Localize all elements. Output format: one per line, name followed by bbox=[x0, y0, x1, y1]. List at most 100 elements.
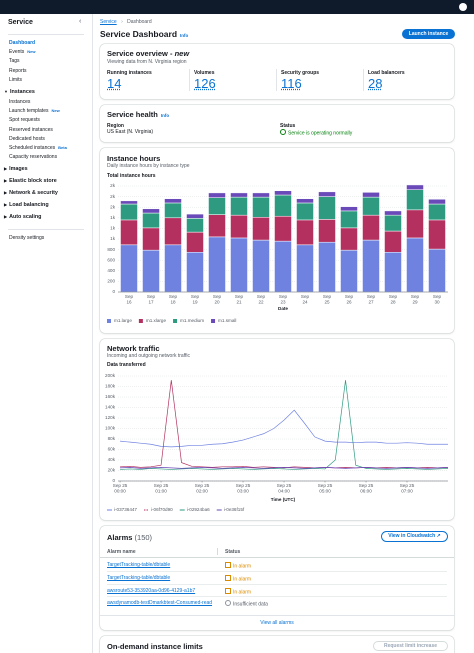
bar-segment bbox=[362, 192, 380, 198]
density-settings[interactable]: Density settings bbox=[9, 235, 45, 242]
nav-badge: New bbox=[51, 108, 60, 114]
nav-label: Capacity reservations bbox=[9, 154, 58, 161]
nav-link[interactable]: Launch templates New bbox=[9, 108, 60, 114]
info-link[interactable]: Info bbox=[180, 33, 189, 38]
nav-label: Reserved instances bbox=[9, 126, 53, 133]
nav-link[interactable]: Events New bbox=[9, 49, 36, 55]
user-icon[interactable] bbox=[459, 3, 467, 11]
title-text: Service overview - bbox=[107, 49, 173, 58]
info-link[interactable]: Info bbox=[160, 113, 170, 118]
bar-segment bbox=[230, 214, 248, 239]
status-icon bbox=[225, 574, 231, 581]
alarm-name[interactable]: awsdynamodb-testDmarkbtest-Consumed-read bbox=[107, 600, 213, 607]
nav-label: Instances bbox=[9, 99, 31, 105]
y-tick-label: 200 bbox=[107, 279, 115, 284]
bar-segment bbox=[208, 214, 226, 238]
bar-segment bbox=[120, 203, 138, 221]
y-tick-label: 2k bbox=[110, 194, 116, 199]
x-tick-label: Sep 25 00:00 bbox=[113, 483, 128, 494]
alarm-name[interactable]: awsroute53-353920aa-0d96-4129-a1b7 bbox=[107, 587, 196, 594]
nav-section[interactable]: ▶ Images bbox=[4, 166, 28, 172]
alarms-panel: Alarms (150) View in Cloudwatch ↗ Alarm … bbox=[100, 526, 454, 630]
alarm-count: (150) bbox=[134, 533, 153, 542]
nav-link[interactable]: Reserved instances bbox=[9, 127, 53, 133]
alarm-status: Insufficient data bbox=[225, 600, 268, 608]
nav-link[interactable]: Spot requests bbox=[9, 117, 40, 123]
stat-label: Load balancers bbox=[368, 70, 405, 76]
nav-label: Launch templates bbox=[9, 108, 49, 115]
stat-value[interactable]: 14 bbox=[107, 76, 122, 91]
nav-section[interactable]: ▶ Network & security bbox=[4, 190, 58, 196]
nav-link[interactable]: Reports bbox=[9, 68, 27, 74]
launch-button[interactable]: Launch instance bbox=[402, 29, 455, 39]
x-tick-label: Sep 18 bbox=[169, 294, 178, 305]
bar-segment bbox=[384, 214, 402, 232]
nav-link[interactable]: Dashboard bbox=[9, 40, 35, 46]
legend-label: m1.small bbox=[218, 318, 236, 323]
alarm-name[interactable]: TargetTracking-table/dbtable bbox=[107, 562, 171, 568]
close-sidebar[interactable]: ‹ bbox=[79, 18, 82, 25]
legend-swatch bbox=[138, 319, 143, 323]
y-tick-label: 400 bbox=[107, 268, 115, 273]
bar-segment bbox=[428, 219, 446, 250]
title-text: Service Dashboard bbox=[100, 29, 178, 39]
bar-segment bbox=[230, 237, 248, 293]
nav-section[interactable]: ▶ Load balancing bbox=[4, 202, 49, 208]
divider bbox=[8, 229, 84, 231]
limits-panel: On-demand instance limits Request limit … bbox=[100, 636, 454, 653]
nav-link[interactable]: Scheduled instances Beta bbox=[9, 145, 67, 151]
stat-value[interactable]: 116 bbox=[281, 76, 302, 91]
y-tick-label: 1k bbox=[110, 236, 116, 241]
y-tick-label: 180k bbox=[105, 384, 116, 389]
x-tick-label: Sep 25 bbox=[323, 294, 332, 305]
panel-subtitle: Incoming and outgoing network traffic bbox=[107, 353, 191, 359]
nav-link[interactable]: Instances bbox=[9, 99, 30, 105]
stat-value[interactable]: 126 bbox=[194, 76, 216, 91]
bar-segment bbox=[384, 210, 402, 216]
stat-label: Running instances bbox=[107, 70, 152, 76]
nav-link[interactable]: Capacity reservations bbox=[9, 154, 57, 160]
cloudwatch-button[interactable]: View in Cloudwatch ↗ bbox=[381, 531, 448, 542]
stat-divider bbox=[276, 69, 277, 91]
view-all-link[interactable]: View all alarms bbox=[260, 620, 294, 626]
alarm-name[interactable]: TargetTracking-table/dbtable bbox=[107, 574, 171, 581]
caret: ▼ bbox=[4, 89, 8, 94]
bar-segment bbox=[340, 210, 358, 229]
bar-segment bbox=[428, 203, 446, 221]
nav-link[interactable]: Limits bbox=[9, 77, 22, 83]
row-line bbox=[107, 583, 447, 585]
bar-segment bbox=[208, 192, 226, 198]
legend-label: i-0e36f15f bbox=[224, 507, 245, 512]
breadcrumb-link[interactable]: Service bbox=[100, 19, 117, 25]
nav-label: Limits bbox=[9, 76, 23, 83]
bar-segment bbox=[186, 252, 204, 293]
bar-segment bbox=[252, 217, 270, 241]
column-header: Status bbox=[225, 549, 241, 555]
status-icon bbox=[225, 587, 231, 594]
bar-segment bbox=[120, 219, 138, 246]
bar-segment bbox=[164, 244, 182, 293]
bar-segment bbox=[384, 252, 402, 293]
nav-section[interactable]: ▶ Elastic block store bbox=[4, 178, 57, 184]
nav-link[interactable]: Dedicated hosts bbox=[9, 136, 45, 142]
nav-section[interactable]: ▼ Instances bbox=[4, 89, 35, 95]
nav-section[interactable]: ▶ Auto scaling bbox=[4, 214, 41, 220]
series-line bbox=[120, 409, 448, 448]
stat-value[interactable]: 28 bbox=[368, 76, 383, 91]
bar-segment bbox=[318, 219, 336, 243]
bar-segment bbox=[296, 202, 314, 221]
status-icon bbox=[280, 129, 286, 135]
status-text: In alarm bbox=[233, 589, 252, 596]
legend-label: i-02924ba6 bbox=[187, 507, 210, 512]
x-tick-label: Sep 25 02:00 bbox=[195, 483, 210, 494]
x-tick-label: Sep 20 bbox=[213, 294, 222, 305]
nav-link[interactable]: Tags bbox=[9, 58, 20, 64]
limit-button: Request limit increase bbox=[373, 641, 448, 651]
legend-swatch bbox=[107, 319, 111, 323]
section-title: Instances bbox=[9, 89, 35, 95]
series-line bbox=[120, 380, 449, 469]
section-title: Network & security bbox=[9, 190, 58, 197]
status-icon bbox=[225, 600, 231, 607]
panel-title: Alarms (150) bbox=[107, 533, 152, 542]
